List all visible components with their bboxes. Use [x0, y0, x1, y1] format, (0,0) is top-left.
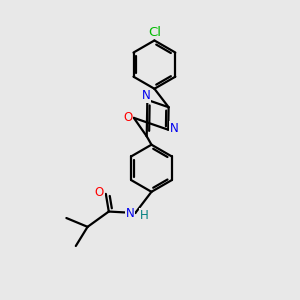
Text: O: O	[123, 111, 133, 124]
Text: N: N	[170, 122, 178, 135]
Text: N: N	[126, 206, 134, 220]
Text: N: N	[142, 89, 150, 102]
Text: O: O	[95, 186, 104, 199]
Text: Cl: Cl	[148, 26, 161, 39]
Text: H: H	[140, 209, 148, 222]
